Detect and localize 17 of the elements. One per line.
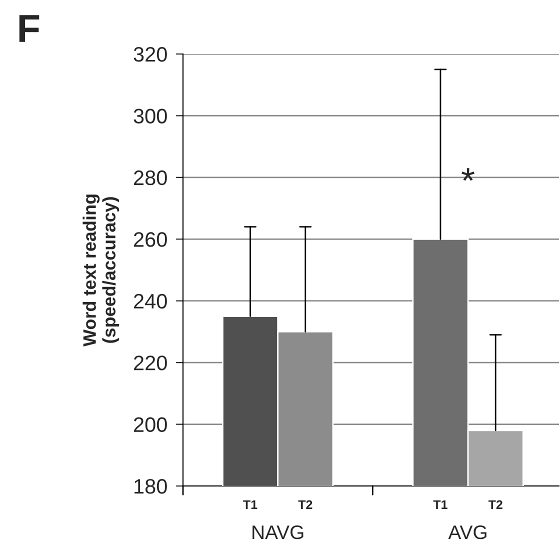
y-tick-label: 220 [134,356,167,370]
x-tick-label: T2 [298,500,312,509]
annotation: * [462,168,474,181]
x-tick-label: T1 [243,500,258,509]
y-tick-label: 260 [134,232,167,247]
y-tick-label: 300 [134,108,167,124]
x-tick-label: T1 [433,500,448,509]
y-tick-label: 180 [134,479,167,494]
chart-title: F [19,15,40,42]
text: NAVG [252,525,304,540]
y-tick-label: 240 [134,294,167,309]
x-tick-label: T2 [488,500,502,509]
y-tick-label: 320 [134,47,167,62]
y-tick-label: 280 [134,170,167,186]
text: AVG [448,525,486,540]
y-axis-title: Word text reading (speed/accuracy) [82,194,120,347]
y-tick-label: 200 [134,417,167,432]
